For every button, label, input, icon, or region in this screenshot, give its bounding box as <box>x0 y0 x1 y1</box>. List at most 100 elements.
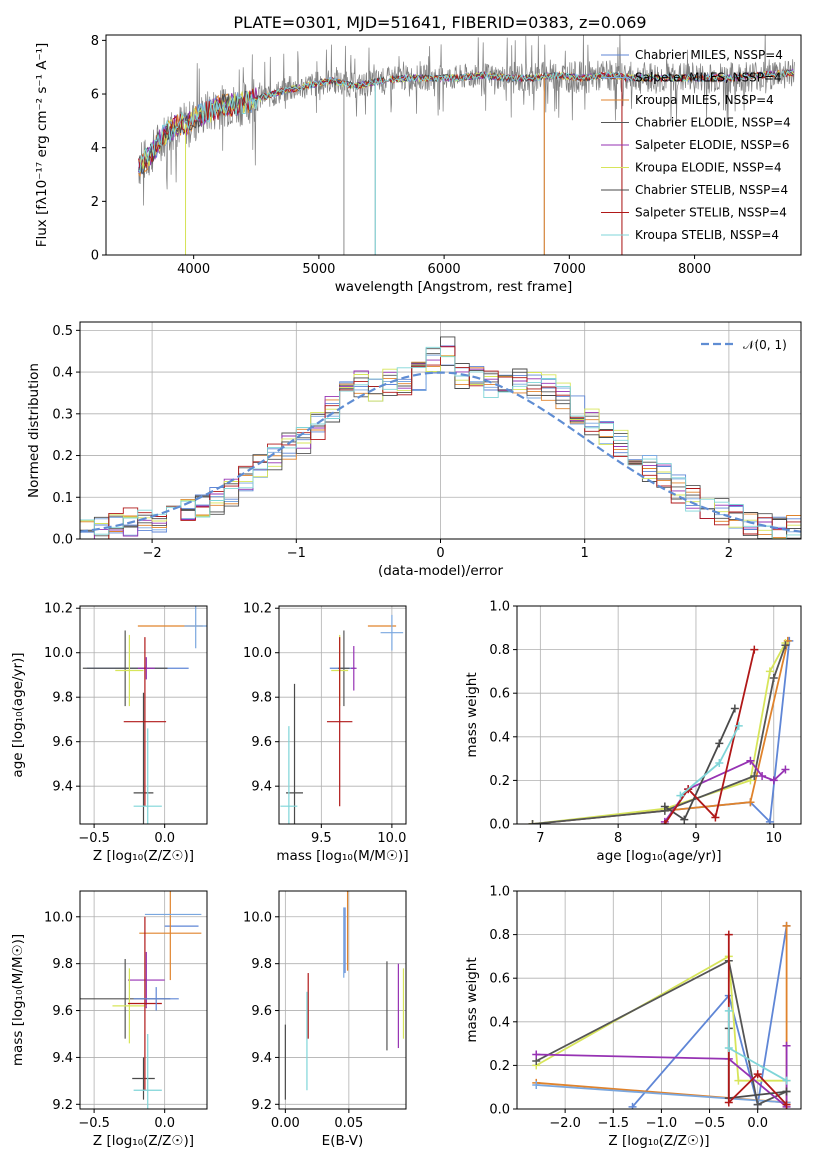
weight-marker <box>782 1076 791 1085</box>
weight-marker <box>532 1050 541 1059</box>
weight-marker <box>660 802 669 811</box>
y-tick-label: 0.2 <box>489 1059 510 1074</box>
mass-weight-vs-metallicity-panel: −2.0 −1.5 −1.0 −0.5 0.0 0.0 0.2 0.4 0.6 0.8 1.0 Z [… <box>464 885 802 1149</box>
legend-label: Chabrier MILES, NSSP=4 <box>635 48 783 62</box>
y-tick-label: 9.6 <box>52 1004 73 1019</box>
y-tick-label: 0.6 <box>489 972 510 987</box>
mass-vs-metallicity-panel: −0.5 0.0 9.2 9.4 9.6 9.8 10.0 Z [log₁₀(Z/Z☉)] ma… <box>10 890 208 1149</box>
x-tick-label: 5000 <box>302 262 335 277</box>
weight-marker <box>750 772 759 781</box>
weight-line-salpeter_elodie <box>536 1045 788 1109</box>
weight-marker <box>730 704 739 713</box>
x-tick-label: 0.00 <box>271 1116 300 1131</box>
y-axis-label: age [log₁₀(age/yr)] <box>10 652 26 777</box>
y-tick-label: 4 <box>91 141 99 156</box>
axes-frame <box>516 605 802 825</box>
weight-marker <box>781 641 790 650</box>
weight-marker <box>724 1006 733 1015</box>
weight-line-chabrier_stelib <box>664 708 736 821</box>
weight-marker <box>715 739 724 748</box>
legend-label: Salpeter ELODIE, NSSP=6 <box>635 138 790 152</box>
weight-marker <box>781 765 790 774</box>
axes-frame <box>105 34 802 256</box>
x-tick-label: 1 <box>581 546 589 561</box>
weight-line-salpeter_miles <box>536 1084 787 1104</box>
x-tick-label: 7000 <box>553 262 586 277</box>
weight-marker <box>676 791 685 800</box>
weight-marker <box>753 1070 762 1079</box>
x-tick-label: 10 <box>765 831 782 846</box>
error-bars <box>280 614 404 824</box>
weight-marker <box>765 667 774 676</box>
y-axis-label: mass weight <box>464 672 480 757</box>
axes-frame <box>278 890 407 1110</box>
axes-frame <box>278 605 407 825</box>
y-tick-label: 0.5 <box>52 324 73 339</box>
age-vs-metallicity-panel: −0.5 0.0 9.4 9.6 9.8 10.0 10.2 Z [log₁₀(Z/Z☉)] a… <box>10 602 208 864</box>
y-tick-label: 0.0 <box>52 533 73 548</box>
weight-marker <box>724 1043 733 1052</box>
weight-marker <box>660 820 669 824</box>
y-tick-label: 0.0 <box>489 1103 510 1118</box>
legend-label: 𝒩(0, 1) <box>743 338 787 352</box>
y-tick-label: 6 <box>91 88 99 103</box>
weight-lines <box>528 636 794 824</box>
x-tick-label: −1 <box>287 546 306 561</box>
y-tick-label: 9.8 <box>52 957 73 972</box>
y-tick-label: 9.2 <box>52 1098 73 1113</box>
model-spectrum-kroupa_stelib <box>138 69 794 173</box>
weight-marker <box>782 1100 791 1109</box>
y-tick-label: 9.8 <box>251 957 272 972</box>
mass-vs-ebv-panel: 0.00 0.05 9.2 9.4 9.6 9.8 10.0 E(B-V) <box>243 890 407 1149</box>
x-tick-label: 7 <box>536 831 544 846</box>
y-axis-label: mass weight <box>464 957 480 1042</box>
x-tick-label: 10.0 <box>377 831 406 846</box>
error-bars <box>80 891 202 1109</box>
x-axis-label: E(B-V) <box>322 1133 364 1149</box>
x-tick-label: −1.0 <box>646 1116 678 1131</box>
weight-marker <box>765 817 774 824</box>
x-tick-label: −1.5 <box>597 1116 629 1131</box>
x-tick-label: 8 <box>614 831 622 846</box>
y-tick-label: 1.0 <box>489 600 510 615</box>
spectrum-panel: 4000 5000 6000 7000 8000 0 2 4 6 8 wavelength [Ang… <box>34 34 802 295</box>
legend-label: Kroupa MILES, NSSP=4 <box>635 93 774 107</box>
y-tick-label: 10.0 <box>243 646 272 661</box>
y-tick-label: 9.8 <box>52 691 73 706</box>
y-tick-label: 10.2 <box>44 602 73 617</box>
x-tick-label: 8000 <box>678 262 711 277</box>
y-tick-label: 0.8 <box>489 928 510 943</box>
legend-label: Chabrier STELIB, NSSP=4 <box>635 183 788 197</box>
mass-weight-vs-age-panel: 7 8 9 10 0.0 0.2 0.4 0.6 0.8 1.0 age [log₁₀(age/yr… <box>464 600 802 864</box>
x-axis-label: wavelength [Angstrom, rest frame] <box>335 279 573 295</box>
weight-marker <box>724 1098 733 1107</box>
weight-marker <box>724 930 733 939</box>
y-tick-label: 0.2 <box>52 449 73 464</box>
y-axis-label: Flux [fλ10⁻¹⁷ erg cm⁻² s⁻¹ A⁻¹] <box>34 43 50 248</box>
y-axis-label: mass [log₁₀(M/M☉)] <box>10 934 26 1066</box>
x-axis-label: Z [log₁₀(Z/Z☉)] <box>93 1133 194 1149</box>
histogram-kroupa_stelib <box>80 346 801 539</box>
axes-frame <box>79 890 208 1110</box>
weight-marker <box>750 645 759 654</box>
y-tick-label: 0.0 <box>489 818 510 833</box>
age-vs-mass-panel: 9.5 10.0 9.4 9.6 9.8 10.0 10.2 mass [log₁₀(M/M☉… <box>243 602 409 864</box>
y-tick-label: 9.8 <box>251 691 272 706</box>
legend-label: Kroupa ELODIE, NSSP=4 <box>635 161 782 175</box>
weight-marker <box>711 813 720 822</box>
y-tick-label: 0.3 <box>52 407 73 422</box>
y-tick-label: 9.4 <box>251 780 272 795</box>
weight-marker <box>532 1081 541 1090</box>
main-title: PLATE=0301, MJD=51641, FIBERID=0383, z=0… <box>233 13 646 32</box>
y-tick-label: 9.4 <box>251 1051 272 1066</box>
y-tick-label: 2 <box>91 195 99 210</box>
y-tick-label: 1.0 <box>489 885 510 900</box>
x-tick-label: −0.5 <box>694 1116 726 1131</box>
axes-frame <box>79 321 802 540</box>
legend-label: Salpeter MILES, NSSP=4 <box>635 71 782 85</box>
normal-curve <box>80 371 801 533</box>
y-tick-label: 0.6 <box>489 687 510 702</box>
y-tick-label: 0.4 <box>489 1015 510 1030</box>
residual-histogram-panel: −2 −1 0 1 2 0.0 0.1 0.2 0.3 0.4 0.5 (data-model)/er… <box>26 321 802 579</box>
